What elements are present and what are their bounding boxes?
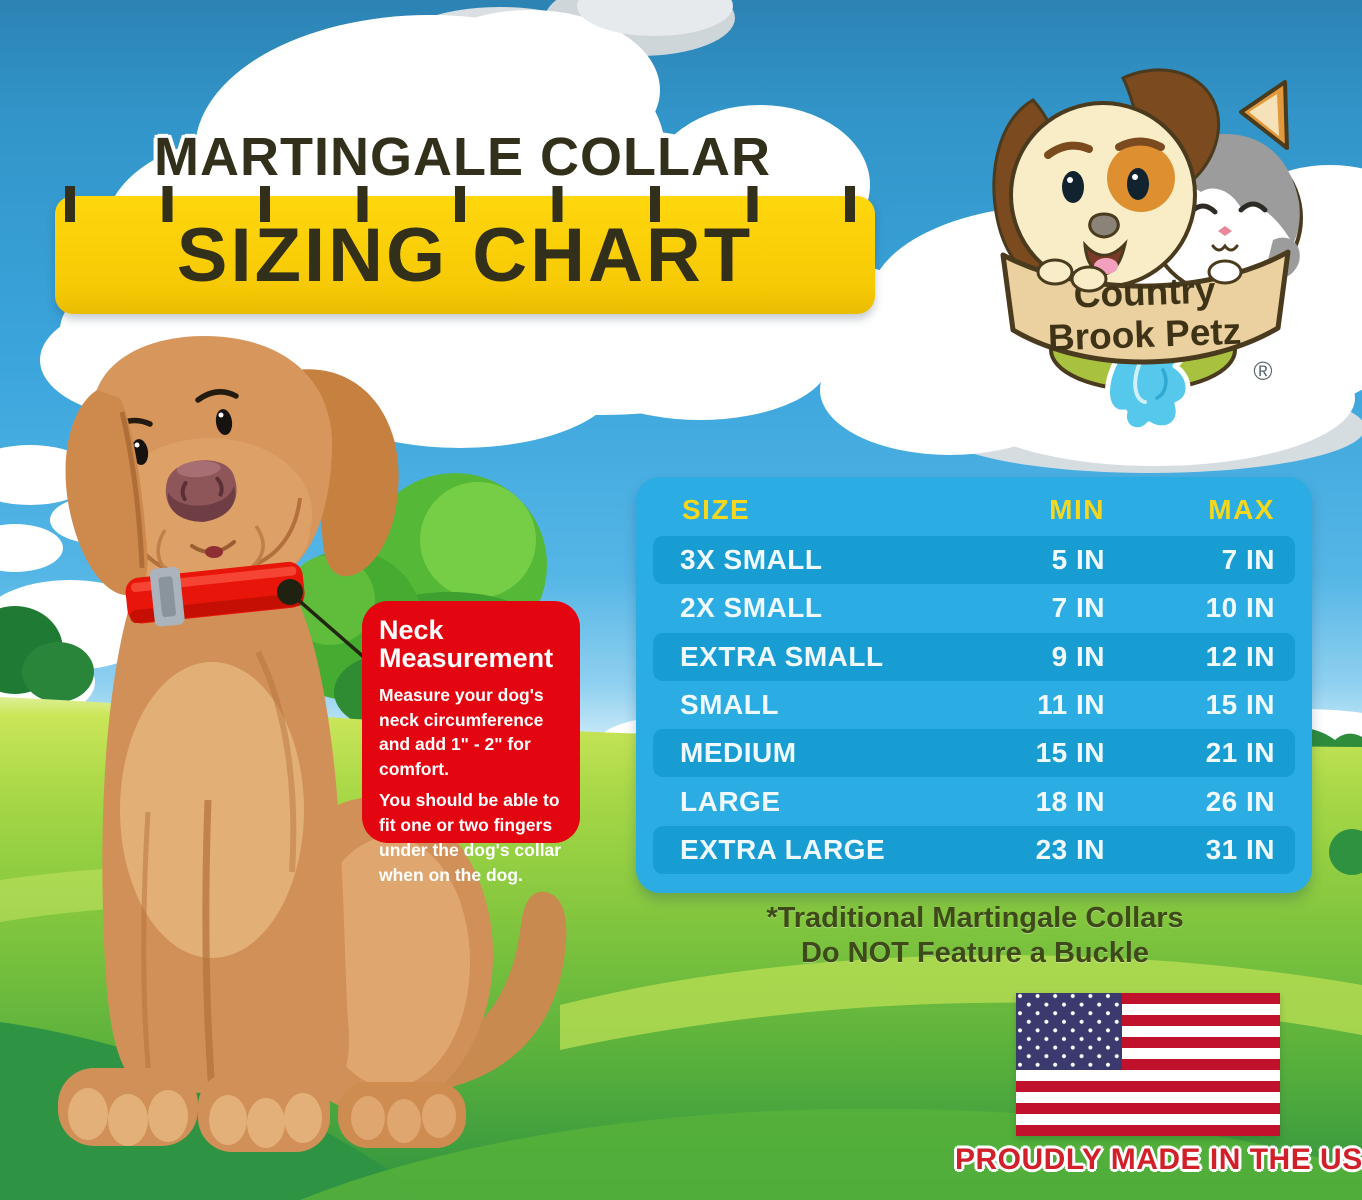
column-header-min: MIN	[1049, 493, 1105, 525]
size-label: EXTRA SMALL	[680, 640, 884, 672]
sizing-table: SIZE MIN MAX 3X SMALL 5 IN 7 IN 2X SMALL…	[636, 477, 1312, 893]
max-value: 10 IN	[1205, 592, 1275, 624]
table-row: EXTRA LARGE 23 IN 31 IN	[653, 825, 1295, 875]
dog-collar	[125, 561, 305, 627]
usa-flag	[1016, 993, 1280, 1136]
right-edge-bush	[1329, 829, 1362, 875]
neck-measurement-callout: Neck Measurement Measure your dog's neck…	[362, 601, 580, 885]
sizing-table-header: SIZE MIN MAX	[636, 477, 1312, 536]
logo-paws	[1036, 258, 1243, 293]
sizing-table-body: 3X SMALL 5 IN 7 IN 2X SMALL 7 IN 10 IN E…	[636, 536, 1312, 875]
table-row: EXTRA SMALL 9 IN 12 IN	[653, 632, 1295, 681]
table-row: 2X SMALL 7 IN 10 IN	[653, 584, 1295, 632]
max-value: 26 IN	[1205, 785, 1275, 817]
max-value: 12 IN	[1205, 640, 1275, 672]
size-label: 2X SMALL	[680, 592, 823, 624]
buckle-footnote-line1: *Traditional Martingale Collars	[766, 902, 1184, 934]
min-value: 11 IN	[1037, 689, 1105, 721]
table-row: 3X SMALL 5 IN 7 IN	[653, 536, 1295, 585]
dog-paws	[58, 1068, 466, 1152]
size-label: SMALL	[680, 689, 779, 721]
dog-shoulder-crease	[255, 650, 297, 873]
column-header-max: MAX	[1208, 493, 1275, 525]
table-row: LARGE 18 IN 26 IN	[653, 777, 1295, 825]
logo-water-splash	[1105, 341, 1191, 433]
dog-thigh-highlight	[310, 837, 470, 1087]
dog-leg-crease	[202, 799, 216, 1093]
min-value: 23 IN	[1035, 833, 1105, 865]
min-value: 18 IN	[1035, 785, 1105, 817]
size-label: MEDIUM	[680, 737, 797, 769]
usa-flag-canton	[1016, 993, 1122, 1070]
max-value: 21 IN	[1205, 737, 1275, 769]
min-value: 15 IN	[1035, 737, 1105, 769]
dog-leg-crease-2	[141, 811, 153, 1086]
size-label: EXTRA LARGE	[680, 833, 886, 865]
size-label: LARGE	[680, 785, 781, 817]
min-value: 7 IN	[1051, 592, 1105, 624]
poster-title: MARTINGALE COLLAR	[154, 127, 771, 187]
dog-mouth	[205, 546, 223, 558]
min-value: 5 IN	[1051, 544, 1105, 576]
neck-measurement-body-1: Measure your dog's neck circumference an…	[379, 684, 544, 780]
table-row: SMALL 11 IN 15 IN	[653, 681, 1295, 729]
brand-logo: Country Brook Petz ®	[992, 68, 1303, 433]
min-value: 9 IN	[1051, 640, 1105, 672]
logo-dog-icon	[1009, 101, 1197, 289]
neck-measurement-body-2: You should be able to fit one or two fin…	[379, 790, 562, 885]
dog-chest	[120, 662, 304, 958]
neck-measurement-title: Neck Measurement	[379, 615, 554, 674]
buckle-footnote-line2: Do NOT Feature a Buckle	[800, 937, 1150, 969]
poster-subtitle: SIZING CHART	[176, 213, 754, 298]
made-in-usa-label: PROUDLY MADE IN THE USA	[955, 1143, 1362, 1176]
max-value: 15 IN	[1205, 689, 1275, 721]
dog-left-ear	[65, 390, 148, 596]
column-header-size: SIZE	[682, 493, 751, 525]
left-bushes	[0, 606, 94, 702]
logo-text-line2: Brook Petz	[1047, 311, 1242, 359]
max-value: 31 IN	[1205, 833, 1275, 865]
max-value: 7 IN	[1221, 544, 1275, 576]
size-label: 3X SMALL	[680, 544, 823, 576]
dog-illustration	[58, 336, 567, 1152]
grass-swoosh-light-right	[560, 955, 1362, 1050]
table-row: MEDIUM 15 IN 21 IN	[653, 729, 1295, 778]
buckle-footnote: *Traditional Martingale Collars Do NOT F…	[640, 901, 1310, 971]
ruler-ticks	[55, 186, 870, 222]
dog-nose	[165, 460, 237, 522]
registered-mark: ®	[1253, 356, 1272, 386]
